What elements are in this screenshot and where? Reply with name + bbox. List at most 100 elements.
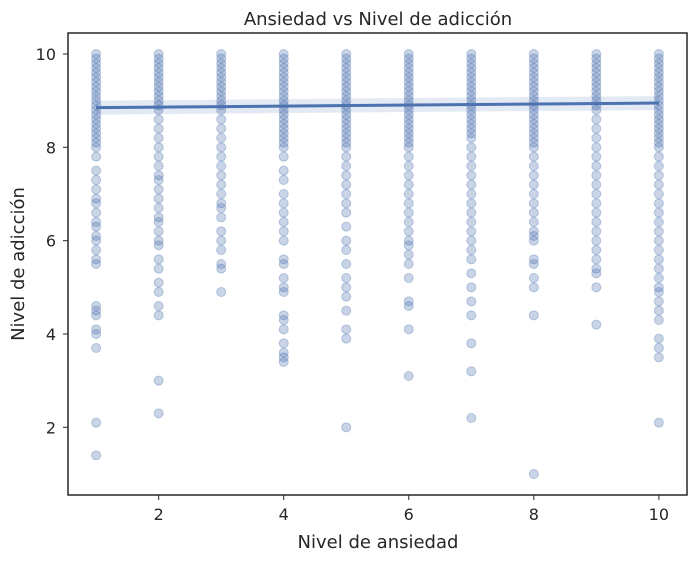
data-point	[466, 67, 477, 78]
data-point	[466, 119, 477, 129]
data-point	[653, 81, 664, 92]
data-point	[528, 109, 539, 120]
data-point	[341, 81, 352, 92]
data-point	[153, 170, 164, 181]
data-point	[91, 343, 102, 353]
data-point	[341, 133, 352, 143]
data-point	[341, 291, 352, 302]
data-point	[153, 67, 164, 78]
data-point	[403, 109, 414, 120]
data-point	[91, 235, 102, 246]
data-point	[216, 133, 227, 143]
data-point	[91, 450, 102, 461]
data-point	[278, 77, 289, 87]
data-point	[403, 128, 414, 139]
data-point	[278, 338, 289, 349]
x-tick-label: 2	[154, 505, 164, 524]
data-point	[153, 123, 164, 134]
data-point	[153, 77, 164, 87]
data-point	[278, 63, 289, 73]
data-point	[403, 49, 414, 59]
data-point	[591, 179, 602, 190]
data-point	[153, 254, 164, 265]
data-point	[91, 128, 102, 139]
data-point	[653, 114, 664, 125]
regression-line	[96, 101, 659, 110]
x-axis-ticks: 2 4 6 8 10	[154, 495, 669, 524]
data-point	[91, 81, 102, 92]
data-point	[466, 413, 477, 423]
data-point	[591, 123, 602, 134]
data-point	[528, 170, 539, 181]
data-point	[91, 305, 102, 316]
data-point	[91, 114, 102, 125]
data-point	[216, 226, 227, 237]
data-point	[653, 226, 664, 237]
regression-line-path	[96, 101, 659, 110]
data-point	[528, 198, 539, 209]
data-point	[341, 123, 352, 134]
data-point	[653, 105, 664, 115]
data-point	[278, 217, 289, 227]
data-point	[403, 249, 414, 260]
data-point	[403, 119, 414, 129]
data-point	[466, 282, 477, 293]
data-point	[528, 235, 539, 246]
data-point	[653, 305, 664, 316]
data-point	[591, 319, 602, 330]
data-point	[341, 72, 352, 83]
data-point	[216, 91, 227, 101]
data-point	[466, 245, 477, 255]
plot-area-frame	[67, 32, 688, 496]
data-point	[91, 301, 102, 311]
data-point	[528, 137, 539, 148]
data-point	[341, 282, 352, 293]
data-point	[528, 53, 539, 64]
data-point	[216, 203, 227, 213]
data-point	[341, 53, 352, 64]
data-point	[653, 128, 664, 139]
data-point	[91, 133, 102, 143]
data-point	[91, 254, 102, 265]
data-point	[466, 254, 477, 265]
data-point	[91, 417, 102, 428]
data-point	[153, 193, 164, 204]
data-point	[528, 123, 539, 134]
data-point	[153, 240, 164, 251]
data-point	[466, 109, 477, 120]
data-point	[278, 324, 289, 335]
data-point	[216, 72, 227, 83]
data-point	[91, 198, 102, 209]
data-point	[528, 259, 539, 269]
data-point	[216, 81, 227, 92]
data-point	[278, 273, 289, 283]
data-points	[91, 49, 664, 479]
data-point	[653, 49, 664, 59]
data-point	[153, 175, 164, 185]
data-point	[591, 67, 602, 78]
data-point	[153, 226, 164, 237]
data-point	[528, 119, 539, 129]
data-point	[278, 352, 289, 363]
data-point	[91, 184, 102, 195]
data-point	[153, 72, 164, 83]
data-point	[91, 123, 102, 134]
data-point	[403, 207, 414, 218]
data-point	[278, 282, 289, 293]
data-point	[466, 296, 477, 307]
data-point	[528, 67, 539, 78]
data-point	[653, 123, 664, 134]
data-point	[591, 53, 602, 64]
data-point	[278, 49, 289, 59]
data-point	[591, 49, 602, 59]
data-point	[466, 63, 477, 73]
data-point	[466, 179, 477, 190]
y-tick-label: 4	[46, 325, 56, 344]
data-point	[216, 235, 227, 246]
data-point	[466, 226, 477, 237]
y-axis-ticks: 2 4 6 8 10	[36, 45, 68, 437]
data-point	[466, 366, 477, 377]
y-tick-label: 2	[46, 418, 56, 437]
data-point	[653, 282, 664, 293]
data-point	[403, 53, 414, 64]
